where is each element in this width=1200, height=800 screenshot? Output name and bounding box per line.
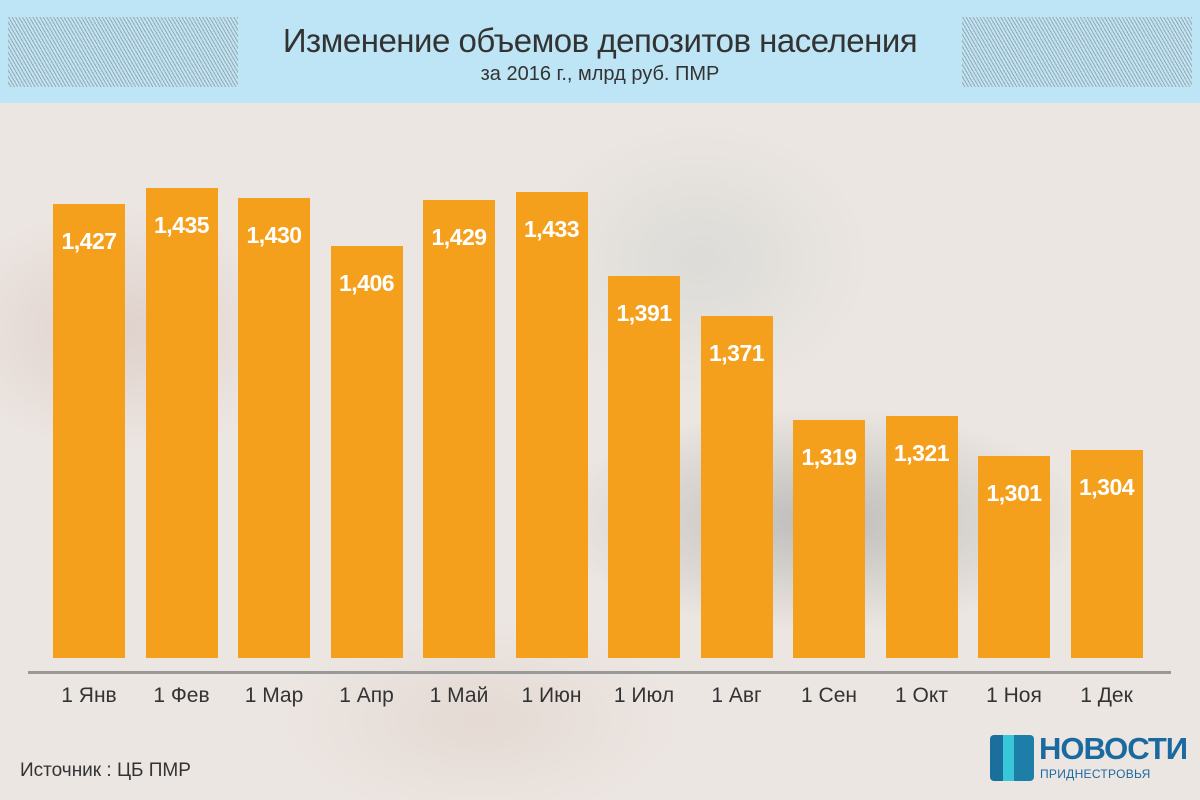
x-tick-label: 1 Авг [711, 684, 762, 707]
hatch-decoration-left [8, 17, 238, 87]
x-tick-label: 1 Дек [1080, 684, 1133, 707]
x-tick-label: 1 Окт [895, 684, 948, 707]
value-label: 1,301 [986, 480, 1042, 506]
x-tick-label: 1 Фев [153, 684, 210, 707]
bar-11 [978, 456, 1050, 658]
bar-3 [238, 198, 310, 658]
source-value: ЦБ ПМР [116, 760, 191, 781]
logo-mark-icon [990, 735, 1034, 781]
bar-12 [1070, 450, 1143, 658]
x-tick-label: 1 Ноя [986, 684, 1042, 707]
hatch-decoration-right [962, 17, 1192, 87]
value-label: 1,430 [246, 222, 302, 248]
bar-9 [793, 420, 865, 658]
x-tick-label: 1 Апр [339, 684, 394, 707]
value-label: 1,427 [61, 228, 117, 254]
bar-5 [423, 200, 495, 658]
bar-6 [515, 192, 588, 658]
bar-7 [608, 276, 680, 658]
source-note: Источник : ЦБ ПМР [20, 760, 191, 782]
chart-subtitle: за 2016 г., млрд руб. ПМР [480, 63, 720, 85]
x-tick-label: 1 Май [429, 684, 489, 707]
x-tick-label: 1 Сен [801, 684, 857, 707]
logo-subtitle: ПРИДНЕСТРОВЬЯ [1040, 767, 1151, 781]
source-label: Источник : [20, 760, 112, 781]
bar-8 [700, 316, 773, 658]
bar-2 [145, 188, 218, 658]
value-label: 1,304 [1078, 474, 1135, 500]
value-label: 1,321 [893, 440, 950, 466]
news-logo: НОВОСТИ ПРИДНЕСТРОВЬЯ [990, 731, 1188, 785]
value-label: 1,371 [708, 340, 765, 366]
x-tick-label: 1 Июн [521, 684, 582, 707]
bar-4 [330, 246, 403, 658]
value-label: 1,406 [338, 270, 395, 296]
value-label: 1,433 [523, 216, 580, 242]
bar-10 [885, 416, 958, 658]
value-label: 1,429 [431, 224, 487, 250]
x-tick-label: 1 Янв [61, 684, 117, 707]
chart-title: Изменение объемов депозитов населения [282, 22, 918, 59]
value-label: 1,391 [616, 300, 672, 326]
value-label: 1,319 [801, 444, 857, 470]
value-label: 1,435 [153, 212, 210, 238]
logo-title: НОВОСТИ [1039, 731, 1188, 766]
bar-1 [53, 204, 125, 658]
x-axis-line [28, 671, 1171, 674]
x-tick-label: 1 Мар [244, 684, 304, 707]
chart-header: Изменение объемов депозитов населения за… [0, 0, 1200, 103]
x-tick-label: 1 Июл [613, 684, 675, 707]
